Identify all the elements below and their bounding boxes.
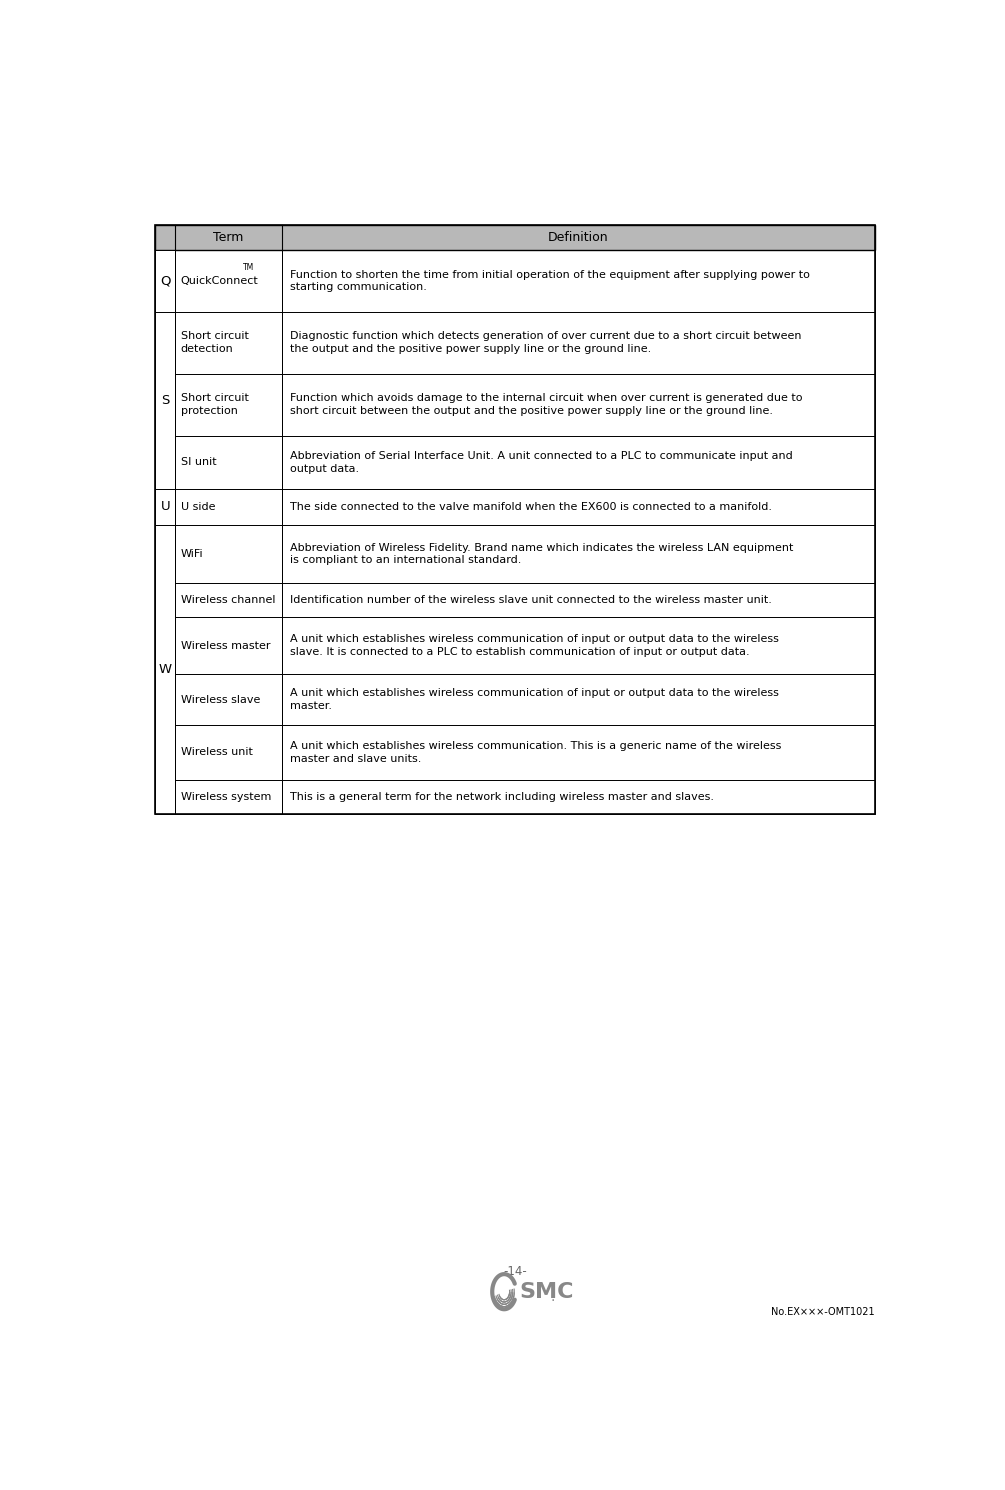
Bar — [281, 374, 875, 435]
Bar — [281, 779, 875, 815]
Bar — [176, 311, 281, 374]
Text: A unit which establishes wireless communication of input or output data to the w: A unit which establishes wireless commun… — [289, 688, 779, 711]
Text: Diagnostic function which detects generation of over current due to a short circ: Diagnostic function which detects genera… — [289, 331, 801, 355]
Text: Wireless channel: Wireless channel — [181, 595, 275, 605]
Bar — [155, 225, 875, 815]
Bar — [155, 489, 176, 526]
Bar — [281, 617, 875, 675]
Text: SI unit: SI unit — [181, 457, 216, 468]
Text: Short circuit
protection: Short circuit protection — [181, 393, 248, 416]
Bar — [281, 311, 875, 374]
Bar — [155, 250, 176, 311]
Bar — [176, 779, 281, 815]
Bar — [155, 526, 176, 815]
Bar — [281, 435, 875, 489]
Text: WiFi: WiFi — [181, 548, 203, 559]
Text: Function which avoids damage to the internal circuit when over current is genera: Function which avoids damage to the inte… — [289, 393, 802, 416]
Text: -14-: -14- — [504, 1265, 527, 1277]
Bar — [176, 489, 281, 526]
Bar — [176, 526, 281, 583]
Text: A unit which establishes wireless communication. This is a generic name of the w: A unit which establishes wireless commun… — [289, 741, 781, 764]
Text: No.EX×××-OMT1021: No.EX×××-OMT1021 — [771, 1307, 875, 1317]
Text: Term: Term — [213, 231, 244, 244]
Text: S: S — [161, 393, 170, 407]
Text: SMC: SMC — [520, 1281, 574, 1302]
Bar — [281, 675, 875, 726]
Bar — [155, 225, 875, 250]
Text: TM: TM — [243, 264, 254, 273]
Bar — [176, 250, 281, 311]
Bar — [176, 617, 281, 675]
Bar — [281, 726, 875, 779]
Text: Wireless slave: Wireless slave — [181, 694, 260, 705]
Text: QuickConnect: QuickConnect — [181, 276, 258, 286]
Bar — [281, 526, 875, 583]
Text: Q: Q — [160, 274, 171, 288]
Text: U: U — [161, 501, 170, 514]
Text: Abbreviation of Serial Interface Unit. A unit connected to a PLC to communicate : Abbreviation of Serial Interface Unit. A… — [289, 451, 792, 474]
Bar — [176, 435, 281, 489]
Text: W: W — [159, 663, 172, 676]
Text: .: . — [551, 1290, 555, 1304]
Bar — [176, 583, 281, 617]
Bar — [281, 489, 875, 526]
Text: The side connected to the valve manifold when the EX600 is connected to a manifo: The side connected to the valve manifold… — [289, 502, 772, 513]
Bar — [176, 374, 281, 435]
Text: A unit which establishes wireless communication of input or output data to the w: A unit which establishes wireless commun… — [289, 635, 779, 657]
Text: U side: U side — [181, 502, 215, 513]
Bar — [176, 726, 281, 779]
Text: Wireless unit: Wireless unit — [181, 748, 252, 757]
Text: Wireless master: Wireless master — [181, 641, 270, 651]
Bar — [281, 583, 875, 617]
Bar — [155, 311, 176, 489]
Text: Function to shorten the time from initial operation of the equipment after suppl: Function to shorten the time from initia… — [289, 270, 810, 292]
Text: Identification number of the wireless slave unit connected to the wireless maste: Identification number of the wireless sl… — [289, 595, 772, 605]
Text: Short circuit
detection: Short circuit detection — [181, 331, 248, 355]
Text: Definition: Definition — [548, 231, 609, 244]
Text: Wireless system: Wireless system — [181, 793, 271, 802]
Bar — [281, 250, 875, 311]
Bar — [176, 675, 281, 726]
Text: Abbreviation of Wireless Fidelity. Brand name which indicates the wireless LAN e: Abbreviation of Wireless Fidelity. Brand… — [289, 542, 793, 565]
Text: This is a general term for the network including wireless master and slaves.: This is a general term for the network i… — [289, 793, 714, 802]
